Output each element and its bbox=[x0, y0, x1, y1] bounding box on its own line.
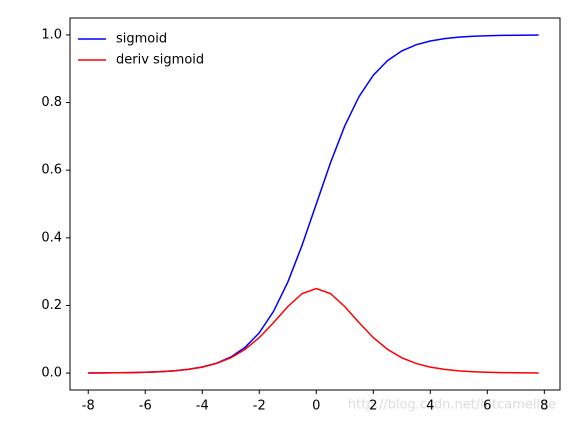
x-tick-label: -8 bbox=[82, 399, 95, 414]
y-tick-label: 1.0 bbox=[41, 27, 62, 42]
line bbox=[88, 34, 539, 374]
watermark: http://blog.csdn.net/hitcamellee bbox=[348, 398, 556, 413]
legend-label: deriv sigmoid bbox=[116, 53, 204, 68]
y-tick-label: 0.2 bbox=[41, 298, 62, 313]
line bbox=[88, 287, 539, 374]
x-tick-label: -4 bbox=[196, 399, 209, 414]
y-tick-label: 0.6 bbox=[41, 163, 62, 178]
x-tick-label: -2 bbox=[253, 399, 266, 414]
x-tick-label: 6 bbox=[483, 399, 491, 414]
x-tick-label: 2 bbox=[369, 399, 377, 414]
y-tick-label: 0.4 bbox=[41, 230, 62, 245]
y-tick-label: 0.0 bbox=[41, 366, 62, 381]
x-tick-label: 4 bbox=[426, 399, 434, 414]
y-tick-label: 0.8 bbox=[41, 95, 62, 110]
legend-label: sigmoid bbox=[116, 32, 167, 47]
x-tick-label: -6 bbox=[139, 399, 152, 414]
x-tick-label: 0 bbox=[312, 399, 320, 414]
x-tick-label: 8 bbox=[540, 399, 548, 414]
plot-frame bbox=[69, 17, 561, 391]
